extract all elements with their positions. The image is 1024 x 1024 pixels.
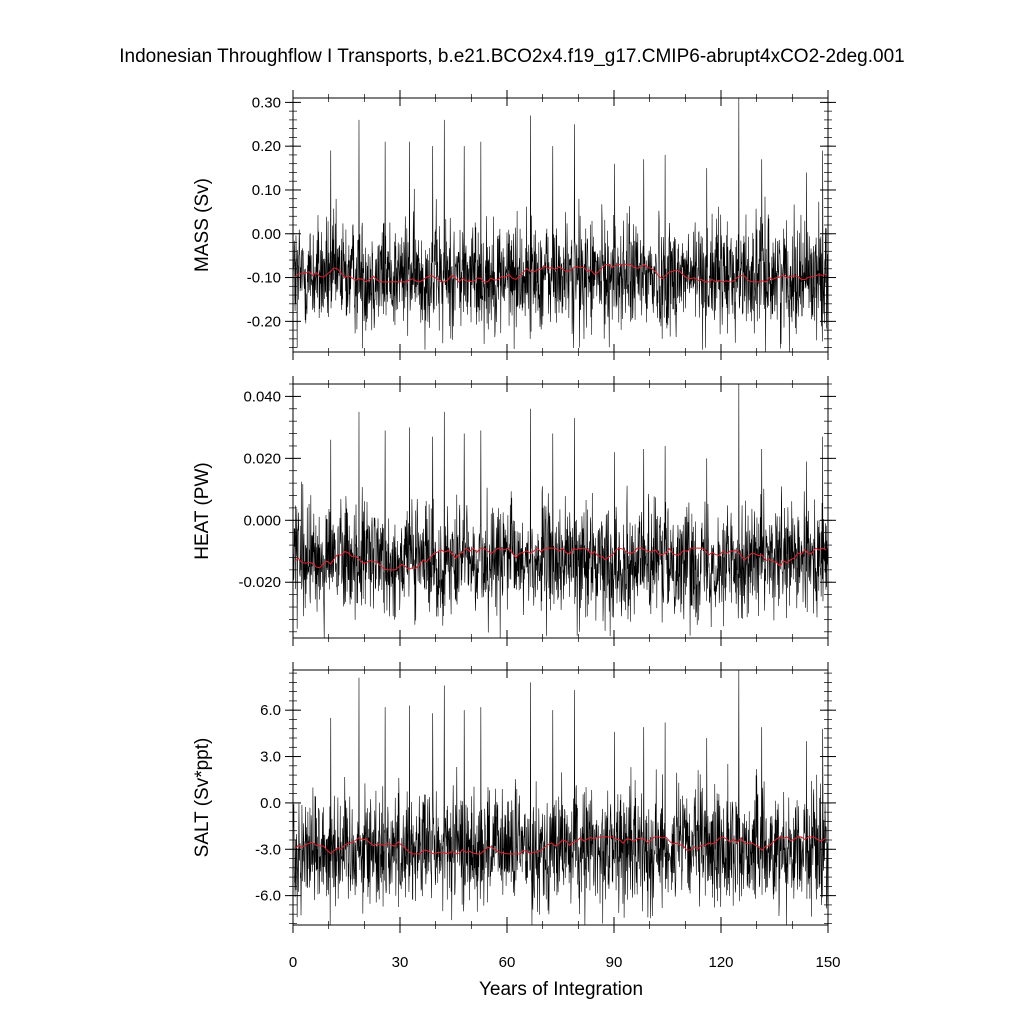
salt-ytick-label: 6.0	[260, 702, 281, 719]
chart-title: Indonesian Throughflow I Transports, b.e…	[119, 46, 905, 67]
heat-ytick-label: 0.000	[243, 512, 281, 529]
salt-plot-frame	[292, 669, 829, 926]
mass-ytick-label: -0.10	[247, 270, 281, 287]
x-tick-label: 150	[815, 954, 840, 971]
salt-y-axis-title: SALT (Sv*ppt)	[192, 738, 213, 858]
x-tick-label: 120	[708, 954, 733, 971]
salt-ytick-label: 0.0	[260, 795, 281, 812]
mass-ytick-label: 0.00	[252, 226, 281, 243]
heat-ytick-label: 0.020	[243, 450, 281, 467]
mass-ytick-label: 0.20	[252, 138, 281, 155]
heat-ytick-label: 0.040	[243, 388, 281, 405]
x-tick-label: 0	[289, 954, 297, 971]
heat-ytick-label: -0.020	[238, 574, 281, 591]
salt-annual-mean-line	[294, 836, 827, 855]
mass-monthly-line	[293, 98, 828, 352]
mass-ytick-label: 0.30	[252, 94, 281, 111]
panel-heat: -0.020 0.000 0.020 0.040 HEAT (PW)	[192, 376, 836, 646]
heat-annual-mean-line	[294, 547, 827, 571]
x-axis-title: Years of Integration	[479, 979, 643, 1000]
mass-ytick-label: -0.20	[247, 313, 281, 330]
panel-mass: -0.20 -0.10 0.00 0.10 0.20 0.30 MASS (Sv)	[192, 90, 836, 360]
x-tick-label: 60	[499, 954, 516, 971]
salt-ytick-label: -3.0	[255, 841, 281, 858]
salt-ytick-label: -6.0	[255, 888, 281, 905]
panel-salt: -6.0 -3.0 0.0 3.0 6.0 SALT (Sv*ppt) 0 30 60 90 120…	[192, 662, 841, 971]
mass-y-axis-title: MASS (Sv)	[192, 178, 213, 272]
x-tick-label: 30	[392, 954, 409, 971]
x-tick-label: 90	[606, 954, 623, 971]
salt-ytick-label: 3.0	[260, 749, 281, 766]
mass-annual-mean-line	[294, 263, 827, 283]
heat-plot-frame	[292, 383, 829, 639]
mass-ytick-label: 0.10	[252, 182, 281, 199]
heat-y-axis-title: HEAT (PW)	[192, 462, 213, 559]
mass-plot-frame	[292, 97, 829, 353]
heat-monthly-line	[293, 384, 828, 638]
salt-monthly-line	[293, 670, 828, 925]
